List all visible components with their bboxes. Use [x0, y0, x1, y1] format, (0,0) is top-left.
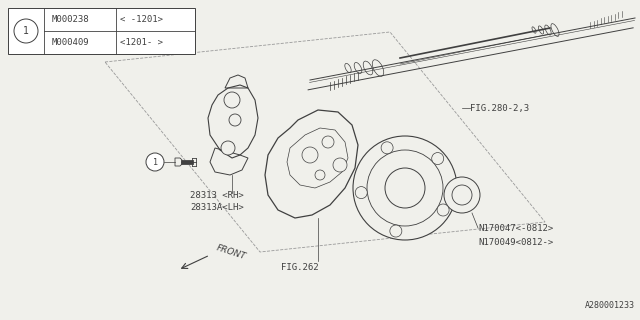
Circle shape [333, 158, 347, 172]
Text: A280001233: A280001233 [585, 301, 635, 310]
Text: M000238: M000238 [52, 15, 90, 24]
Text: FRONT: FRONT [215, 243, 247, 261]
Circle shape [302, 147, 318, 163]
Text: 28313 <RH>: 28313 <RH> [190, 190, 244, 199]
Text: N170047<-0812>: N170047<-0812> [478, 223, 553, 233]
Circle shape [390, 225, 402, 237]
Circle shape [444, 177, 480, 213]
Circle shape [385, 168, 425, 208]
Text: FIG.280-2,3: FIG.280-2,3 [470, 103, 529, 113]
Circle shape [315, 170, 325, 180]
Circle shape [14, 19, 38, 43]
Text: <1201- >: <1201- > [120, 38, 163, 47]
Circle shape [432, 153, 444, 164]
Text: M000409: M000409 [52, 38, 90, 47]
Circle shape [229, 114, 241, 126]
Circle shape [322, 136, 334, 148]
Circle shape [437, 204, 449, 216]
Circle shape [353, 136, 457, 240]
Text: N170049<0812->: N170049<0812-> [478, 237, 553, 246]
Text: 28362: 28362 [390, 143, 417, 153]
Text: 1: 1 [152, 157, 157, 166]
Circle shape [355, 187, 367, 199]
Text: 1: 1 [23, 26, 29, 36]
Circle shape [452, 185, 472, 205]
Text: 28313A<LH>: 28313A<LH> [190, 203, 244, 212]
Circle shape [146, 153, 164, 171]
Circle shape [221, 141, 235, 155]
Circle shape [381, 142, 393, 154]
Text: < -1201>: < -1201> [120, 15, 163, 24]
Text: FIG.262: FIG.262 [281, 263, 319, 273]
Text: 28365: 28365 [390, 164, 417, 172]
Bar [8, 8, 195, 54]
Circle shape [224, 92, 240, 108]
Circle shape [367, 150, 443, 226]
